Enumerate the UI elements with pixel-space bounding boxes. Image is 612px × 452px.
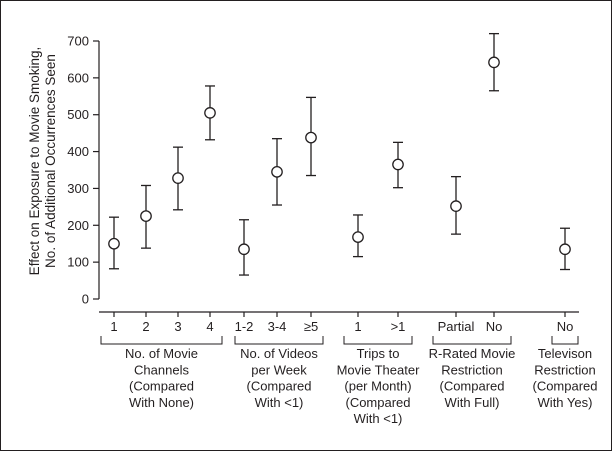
group-label-line: (Compared	[532, 379, 597, 394]
point-marker	[559, 243, 571, 256]
y-axis: 0 100 200 300 400 500 600 700	[67, 34, 100, 307]
group-label-line: Movie Theater	[337, 362, 421, 377]
data-point	[238, 219, 250, 276]
group-label-line: (Compared	[345, 395, 410, 410]
x-tick-label: 1	[110, 319, 117, 334]
group-label-line: (per Month)	[344, 379, 411, 394]
group-label-line: Trips to	[357, 346, 400, 361]
group-bracket	[234, 336, 324, 345]
x-tick-label: >1	[391, 319, 406, 334]
data-point	[204, 85, 216, 141]
group-label-line: (Compared	[246, 379, 311, 394]
y-axis-title-line: Effect on Exposure to Movie Smoking,	[27, 47, 42, 276]
point-marker	[108, 237, 120, 250]
point-marker	[140, 210, 152, 222]
data-point	[140, 184, 152, 249]
group-label-line: Restriction	[534, 362, 595, 377]
group-label-line: With None)	[129, 395, 194, 410]
data-point	[108, 216, 120, 270]
data-point	[559, 227, 571, 271]
group-bracket	[343, 336, 413, 345]
x-tick-label: 1-2	[235, 319, 254, 334]
group-label-line: (Compared	[439, 379, 504, 394]
group-label-line: With Yes)	[538, 395, 593, 410]
group-label-line: R-Rated Movie	[429, 346, 516, 361]
point-marker	[204, 107, 216, 119]
x-tick-label: ≥5	[304, 319, 318, 334]
y-tick-label: 400	[67, 144, 89, 159]
point-marker	[271, 165, 283, 178]
x-tick-label: No	[557, 319, 574, 334]
data-point	[488, 32, 500, 92]
data-points	[108, 32, 571, 276]
data-point	[305, 96, 317, 177]
x-tick-label: 2	[142, 319, 149, 334]
data-point	[172, 146, 184, 211]
y-tick-label: 500	[67, 107, 89, 122]
point-marker	[238, 243, 250, 256]
x-tick-label: No	[486, 319, 503, 334]
point-marker	[172, 172, 184, 184]
group-label-line: (Compared	[129, 379, 194, 394]
y-tick-label: 0	[82, 292, 89, 307]
group-label-line: No. of Movie	[125, 346, 198, 361]
data-point	[352, 214, 364, 258]
point-marker	[352, 231, 364, 243]
y-tick-label: 600	[67, 70, 89, 85]
y-tick-label: 200	[67, 218, 89, 233]
group-label-line: Channels	[134, 362, 189, 377]
x-tick-label: 1	[354, 319, 361, 334]
data-point	[450, 175, 462, 235]
group-label-line: No. of Videos	[240, 346, 318, 361]
data-point	[392, 141, 404, 189]
group-bracket	[100, 336, 223, 345]
group-label-line: Restriction	[441, 362, 502, 377]
point-marker	[488, 56, 500, 69]
y-axis-title-line: No. of Additional Occurrences Seen	[43, 54, 58, 268]
group-label-line: Televison	[538, 346, 592, 361]
group-label-line: With <1)	[354, 411, 403, 426]
group-bracket	[551, 336, 579, 345]
point-marker	[392, 158, 404, 171]
x-tick-label: Partial	[438, 319, 475, 334]
group-label-line: per Week	[251, 362, 307, 377]
y-axis-label: Effect on Exposure to Movie Smoking, No. …	[27, 47, 58, 276]
y-tick-label: 700	[67, 34, 89, 49]
x-tick-label: 3	[174, 319, 181, 334]
point-marker	[305, 131, 317, 144]
y-tick-label: 300	[67, 181, 89, 196]
x-tick-label: 4	[206, 319, 213, 334]
group-label-line: With Full)	[445, 395, 500, 410]
y-tick-label: 100	[67, 255, 89, 270]
data-point	[271, 138, 283, 206]
group-label-line: With <1)	[255, 395, 304, 410]
point-marker	[450, 200, 462, 212]
group-bracket	[432, 336, 512, 345]
x-tick-label: 3-4	[268, 319, 287, 334]
x-axis: 1 2 3 4 1-2 3-4 ≥5 1 >1 Partial No No	[99, 311, 579, 334]
